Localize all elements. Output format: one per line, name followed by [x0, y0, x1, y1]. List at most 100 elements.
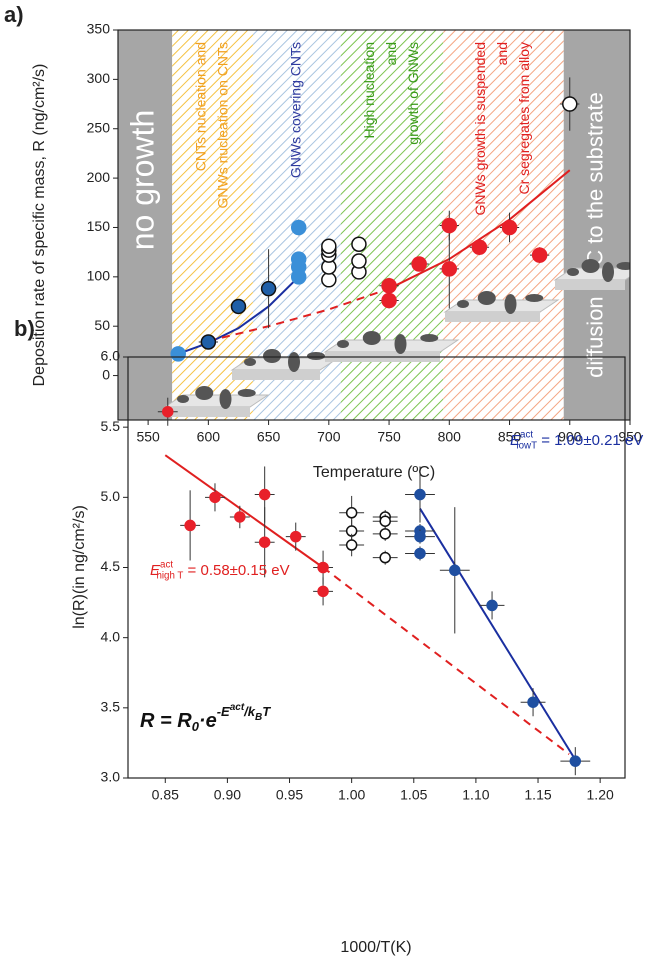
substrate-illustration [445, 312, 540, 322]
y-tick-label: 3.5 [101, 699, 121, 715]
annotation-part: act [520, 429, 533, 440]
y-tick-label: 4.0 [101, 628, 121, 644]
data-point [414, 547, 426, 560]
data-point [317, 585, 329, 598]
x-tick-label: 0.85 [152, 787, 179, 803]
data-point [200, 334, 217, 350]
y-tick-label: 5.0 [101, 488, 121, 504]
region-label: diffusion of C to the substrate [583, 92, 608, 378]
data-point [258, 536, 271, 548]
region-label: GNWs nucleation on CNTs [214, 42, 230, 209]
data-point [184, 519, 196, 532]
x-tick-label: 550 [136, 429, 160, 445]
x-tick-label: 950 [618, 429, 642, 445]
substrate-illustration [457, 300, 469, 308]
data-point [441, 261, 458, 277]
annotation-part: 0 [192, 719, 200, 734]
region [172, 30, 253, 420]
substrate-illustration [525, 294, 544, 302]
x-tick-label: 0.95 [276, 787, 303, 803]
substrate-illustration [337, 340, 349, 348]
panel-label: b) [14, 316, 35, 341]
substrate-illustration [567, 268, 579, 276]
fit-line [208, 287, 390, 342]
data-point [531, 247, 548, 263]
substrate-illustration [616, 262, 630, 270]
annotation: R = R0·e-Eact/kBT [140, 702, 271, 735]
region-label: and [383, 42, 399, 65]
substrate-illustration [307, 352, 325, 360]
data-point [260, 280, 277, 297]
data-point [321, 272, 337, 288]
y-tick-label: 100 [87, 268, 111, 284]
substrate-illustration [394, 334, 407, 354]
x-tick-label: 800 [438, 429, 462, 445]
substrate-illustration [263, 349, 281, 363]
annotation-part: /k [243, 704, 256, 719]
substrate-illustration [232, 370, 320, 380]
y-tick-label: 5.5 [101, 418, 121, 434]
data-point [527, 696, 539, 708]
x-tick-label: 750 [377, 429, 401, 445]
substrate-illustration [165, 407, 250, 417]
annotation-part: = 1.09±0.21 eV [537, 432, 643, 449]
data-point [230, 298, 247, 315]
data-point [411, 256, 427, 272]
substrate-illustration [581, 259, 600, 273]
data-point [381, 292, 397, 309]
y-tick-label: 350 [87, 21, 111, 37]
data-point [379, 528, 391, 540]
data-point [258, 488, 271, 501]
annotation-part: R = R [140, 710, 192, 732]
region-label: no growth [125, 110, 161, 251]
data-point [379, 515, 391, 527]
plot-area: no growth CNTs nucleation and GNWs nucleat… [118, 30, 630, 420]
data-point [170, 346, 186, 362]
substrate-illustration [362, 331, 381, 345]
y-tick-label: 50 [94, 317, 110, 333]
substrate-illustration [555, 280, 625, 290]
substrate-illustration [288, 352, 300, 372]
data-point [441, 217, 458, 234]
data-point [381, 277, 397, 294]
region-label: GNWs covering CNTs [288, 42, 304, 178]
y-tick-label: 300 [87, 70, 111, 86]
data-point [162, 405, 174, 418]
substrate-illustration [219, 389, 232, 409]
substrate-illustration [177, 395, 189, 403]
data-point [321, 238, 337, 254]
x-tick-label: 600 [197, 429, 221, 445]
y-tick-label: 200 [87, 169, 111, 185]
data-point [449, 564, 461, 577]
annotation-part: T [262, 704, 271, 719]
x-tick-label: 0.90 [214, 787, 241, 803]
data-point [317, 561, 329, 574]
x-tick-label: 1.15 [524, 787, 551, 803]
region-label: Cr segregates from alloy [516, 42, 532, 195]
x-tick-label: 1.20 [587, 787, 614, 803]
data-point [351, 236, 367, 253]
plot-frame [117, 29, 631, 421]
x-tick-label: 650 [257, 429, 281, 445]
annotation-part: act [230, 702, 245, 713]
x-tick-label: 1.00 [338, 787, 365, 803]
annotation-part: -E [217, 704, 230, 719]
data-point [379, 551, 391, 564]
y-tick-label: 3.0 [101, 769, 121, 785]
fit-line [164, 454, 324, 569]
annotation-part: E [510, 432, 521, 449]
substrate-illustration [504, 294, 517, 314]
annotation-part: E [150, 562, 161, 579]
data-point [471, 239, 488, 255]
substrate-illustration [477, 291, 496, 305]
data-point [562, 96, 578, 112]
region [563, 30, 630, 420]
data-point [414, 488, 426, 501]
region [118, 30, 173, 420]
region-label: GNWs growth is suspended [472, 42, 488, 216]
data-point [486, 599, 498, 612]
y-tick-label: 0 [102, 366, 110, 382]
y-axis-label: ln(R)(in ng/cm²/s) [71, 505, 88, 629]
panel-label: a) [4, 2, 24, 27]
x-tick-label: 850 [498, 429, 522, 445]
